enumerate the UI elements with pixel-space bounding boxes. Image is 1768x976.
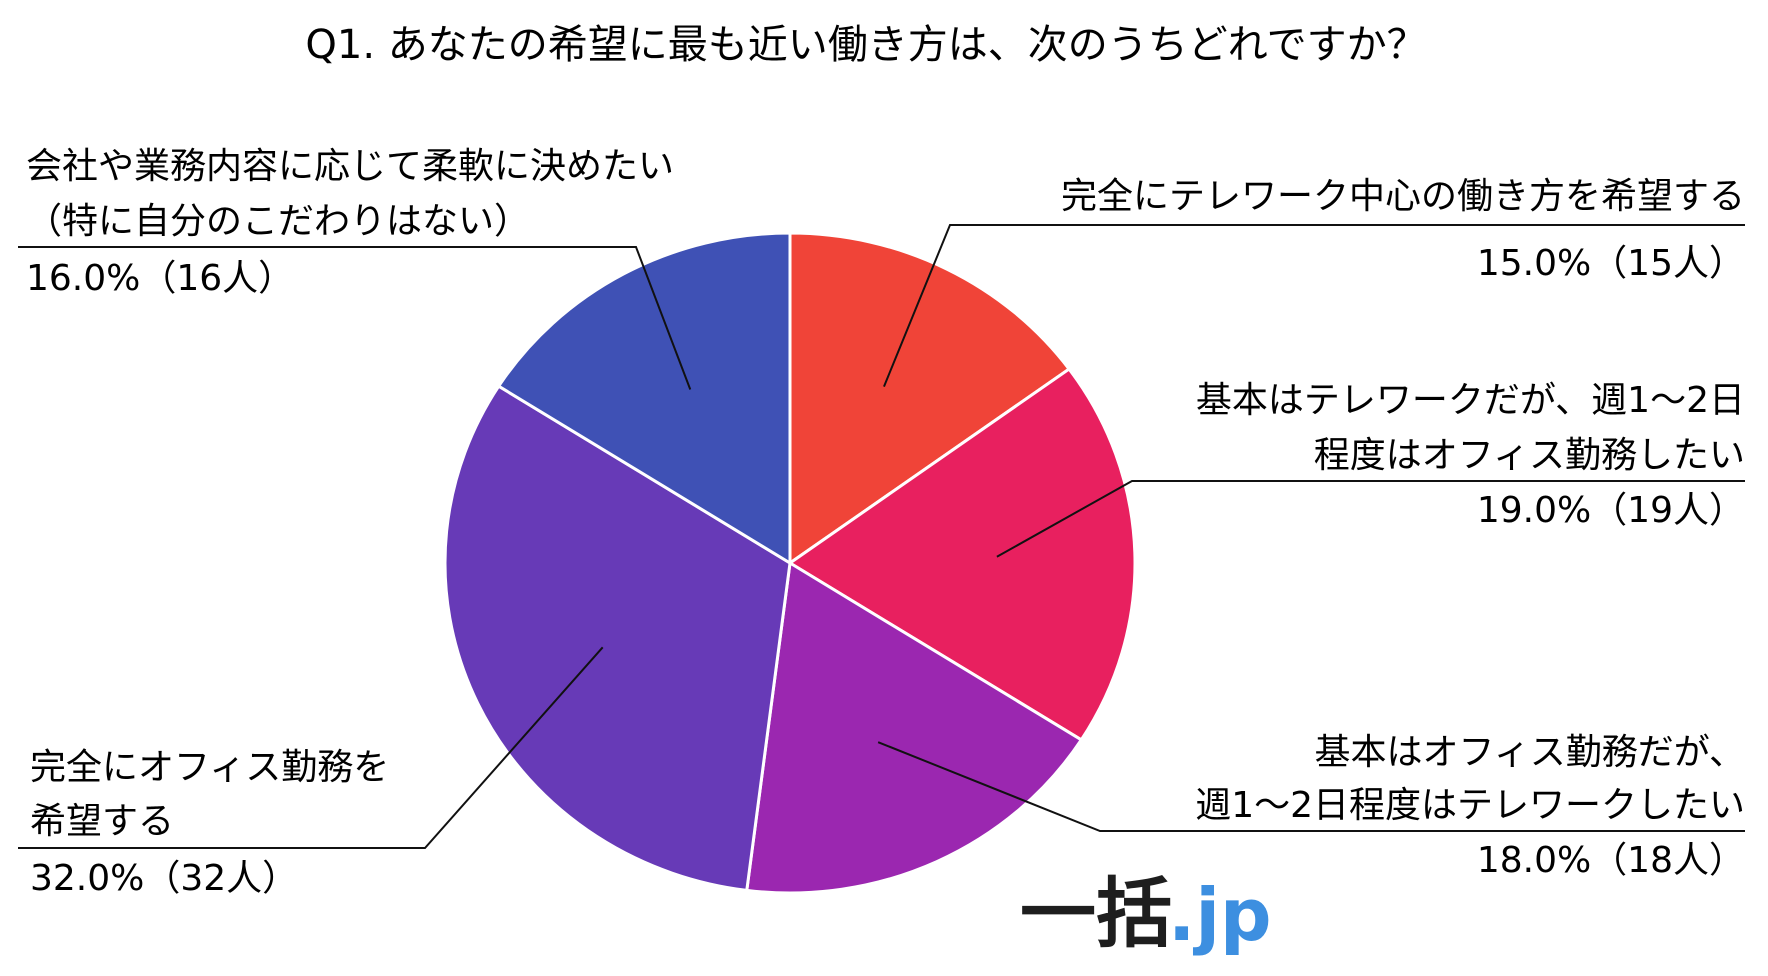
slice-labels: 完全にテレワーク中心の働き方を希望する 15.0%（15人） 基本はテレワークだが、… [18,146,1745,899]
pie-slice-5 [496,231,792,566]
slice-value-label: 19.0%（19人） [1477,490,1745,531]
leader-line [883,224,1745,387]
logo-suffix: .jp [1168,873,1272,957]
leader-line [996,480,1745,558]
pie-slice-1 [788,231,1072,566]
slice-label-text: 完全にオフィス勤務を [30,747,389,788]
slice-value-label: 32.0%（32人） [30,858,298,899]
slice-label-5: 会社や業務内容に応じて柔軟に決めたい （特に自分のこだわりはない） 16.0%（16… [18,146,692,390]
slice-label-text: 希望する [30,801,174,842]
leader-line [18,646,604,849]
pie-slices [443,231,1137,895]
pie-slice-2 [787,366,1137,742]
leader-line [18,246,692,390]
logo-main: 一括 [1020,869,1172,958]
slice-label-text: 基本はテレワークだが、週1～2日 [1196,380,1745,421]
slice-label-text: 会社や業務内容に応じて柔軟に決めたい [26,146,674,187]
slice-label-3: 基本はオフィス勤務だが、週1～2日程度はテレワークしたい 18.0%（18人） [877,732,1745,881]
pie-slice-3 [745,560,1084,895]
logo: 一括 .jp [1020,869,1272,958]
slice-value-label: 18.0%（18人） [1477,840,1745,881]
slice-label-text: 完全にテレワーク中心の働き方を希望する [1061,176,1745,217]
slice-label-text: 程度はオフィス勤務したい [1314,435,1745,476]
slice-label-text: 基本はオフィス勤務だが、 [1314,732,1745,773]
slice-label-text: 週1～2日程度はテレワークしたい [1195,785,1745,826]
chart-title: Q1. あなたの希望に最も近い働き方は、次のうちどれですか？ [305,22,1426,68]
slice-label-1: 完全にテレワーク中心の働き方を希望する 15.0%（15人） [883,176,1745,387]
leader-line [877,741,1745,832]
slice-label-text: （特に自分のこだわりはない） [26,201,530,242]
slice-value-label: 15.0%（15人） [1477,243,1745,284]
slice-value-label: 16.0%（16人） [26,258,294,299]
